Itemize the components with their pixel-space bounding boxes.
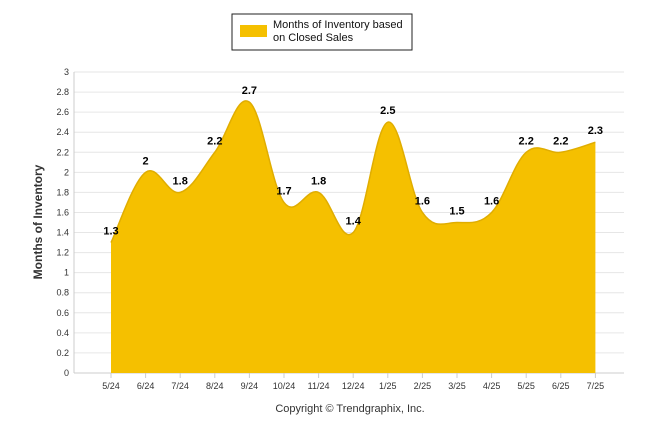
- data-label: 2.2: [207, 135, 222, 147]
- data-label: 1.6: [484, 195, 499, 207]
- y-tick-label: 0: [64, 368, 69, 378]
- legend-label-line-2: on Closed Sales: [273, 32, 354, 44]
- data-label: 1.5: [449, 206, 464, 218]
- y-tick-label: 0.2: [56, 348, 69, 358]
- data-label: 1.4: [346, 216, 362, 228]
- x-tick-label: 8/24: [206, 381, 224, 391]
- y-tick-label: 1.8: [56, 187, 69, 197]
- data-label: 2.2: [519, 135, 534, 147]
- data-label: 2.7: [242, 85, 257, 97]
- y-tick-label: 1.6: [56, 207, 69, 217]
- area-fill: [111, 100, 596, 373]
- y-tick-label: 2.8: [56, 87, 69, 97]
- y-tick-label: 2: [64, 167, 69, 177]
- y-tick-label: 1.4: [56, 228, 69, 238]
- data-labels: 1.3 2 1.8 2.2 2.7 1.7 1.8 1.4 2.5 1.6 1.5 1.6 2.2 2.2…: [103, 85, 603, 237]
- y-axis-ticks: 0 0.2 0.4 0.6 0.8 1 1.2 1.4 1.6 1.8 2 2.2 2.4 2.6 2.8 3: [56, 67, 69, 378]
- x-tick-label: 1/25: [379, 381, 397, 391]
- y-tick-label: 3: [64, 67, 69, 77]
- legend: Months of Inventory based on Closed Sale…: [231, 13, 413, 51]
- x-tick-label: 7/24: [171, 381, 189, 391]
- x-axis-ticks: 5/24 6/24 7/24 8/24 9/24 10/24 11/24 12/24 1/25 2…: [102, 373, 604, 391]
- data-label: 2: [143, 155, 149, 167]
- y-tick-label: 2.2: [56, 147, 69, 157]
- x-tick-label: 6/25: [552, 381, 570, 391]
- data-label: 2.2: [553, 135, 568, 147]
- data-label: 1.3: [103, 226, 118, 238]
- data-label: 1.6: [415, 195, 430, 207]
- x-tick-label: 5/24: [102, 381, 120, 391]
- data-label: 1.7: [276, 185, 291, 197]
- y-tick-label: 2.4: [56, 127, 69, 137]
- data-label: 2.3: [588, 125, 603, 137]
- series-line: [110, 100, 596, 243]
- y-tick-label: 1.2: [56, 248, 69, 258]
- copyright-footer: Copyright © Trendgraphix, Inc.: [275, 403, 424, 415]
- data-label: 1.8: [311, 175, 326, 187]
- y-tick-label: 0.8: [56, 288, 69, 298]
- x-tick-label: 7/25: [587, 381, 605, 391]
- x-tick-label: 4/25: [483, 381, 501, 391]
- x-tick-label: 10/24: [273, 381, 296, 391]
- x-tick-label: 5/25: [517, 381, 535, 391]
- x-tick-label: 9/24: [241, 381, 259, 391]
- legend-swatch: [240, 25, 267, 37]
- data-label: 1.8: [173, 175, 188, 187]
- y-tick-label: 1: [64, 268, 69, 278]
- x-tick-label: 3/25: [448, 381, 466, 391]
- x-tick-label: 11/24: [308, 381, 330, 391]
- x-tick-label: 6/24: [137, 381, 155, 391]
- y-axis-title: Months of Inventory: [31, 164, 45, 279]
- area-series: [110, 100, 596, 373]
- x-tick-label: 12/24: [342, 381, 365, 391]
- y-tick-label: 0.4: [56, 328, 69, 338]
- y-tick-label: 0.6: [56, 308, 69, 318]
- x-tick-label: 2/25: [414, 381, 432, 391]
- data-label: 2.5: [380, 105, 395, 117]
- legend-label-line-1: Months of Inventory based: [273, 19, 403, 31]
- y-tick-label: 2.6: [56, 107, 69, 117]
